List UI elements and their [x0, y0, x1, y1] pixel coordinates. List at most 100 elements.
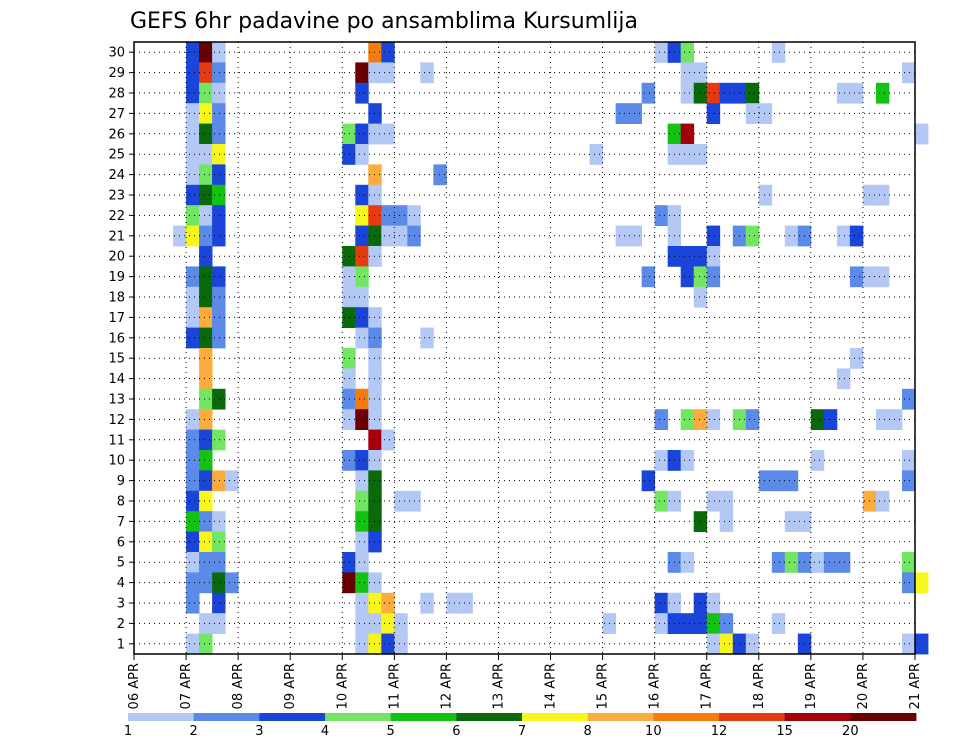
heatmap-cell: [199, 225, 213, 247]
heatmap-cell: [875, 266, 890, 288]
heatmap-cell: [199, 164, 213, 186]
heatmap-cell: [212, 205, 226, 226]
heatmap-cell: [693, 246, 708, 267]
heatmap-cell: [186, 327, 200, 349]
heatmap-cell: [199, 633, 213, 655]
heatmap-cell: [355, 388, 369, 410]
x-tick-label: 06 APR: [127, 663, 142, 709]
heatmap-cell: [680, 246, 695, 267]
heatmap-cell: [212, 164, 226, 186]
heatmap-cell: [901, 470, 916, 492]
heatmap-cell: [212, 572, 226, 594]
heatmap-cell: [875, 490, 890, 512]
heatmap-cell: [342, 552, 356, 573]
heatmap-cell: [368, 205, 382, 226]
heatmap-cell: [693, 409, 708, 430]
heatmap-cell: [784, 225, 799, 247]
heatmap-cell: [212, 225, 226, 247]
heatmap-cell: [199, 123, 213, 145]
heatmap-cell: [212, 103, 226, 124]
heatmap-cell: [758, 103, 773, 124]
y-tick-label: 11: [108, 433, 125, 448]
heatmap-cell: [875, 82, 890, 104]
x-tick-label: 21 APR: [908, 663, 923, 709]
heatmap-cell: [706, 266, 721, 288]
heatmap-cell: [693, 82, 708, 104]
heatmap-cell: [342, 409, 356, 430]
colorbar-label: 1: [124, 724, 132, 739]
x-tick-label: 11 APR: [387, 663, 402, 709]
x-tick-label: 10 APR: [335, 663, 350, 709]
y-axis: 1234567891011121314151617181920212223242…: [108, 46, 134, 652]
heatmap-cell: [342, 450, 356, 471]
heatmap-cell: [368, 429, 382, 451]
x-tick-label: 14 APR: [544, 663, 559, 709]
colorbar-segment: [587, 713, 654, 721]
heatmap-cell: [693, 266, 708, 288]
heatmap-cell: [186, 511, 200, 532]
heatmap-cell: [901, 388, 916, 410]
heatmap-cell: [784, 552, 799, 573]
heatmap-cell: [368, 164, 382, 186]
colorbar-label: 7: [518, 724, 526, 739]
x-tick-label: 18 APR: [752, 663, 767, 709]
heatmap-cell: [186, 429, 200, 451]
y-tick-label: 12: [108, 413, 125, 428]
y-tick-label: 10: [108, 454, 125, 469]
colorbar-segment: [193, 713, 260, 721]
heatmap-cell: [368, 572, 382, 594]
heatmap-cell: [706, 82, 721, 104]
heatmap-cell: [836, 368, 851, 390]
heatmap-cell: [849, 266, 864, 288]
heatmap-cell: [745, 103, 760, 124]
heatmap-cell: [355, 307, 369, 328]
heatmap-cell: [420, 327, 434, 349]
x-tick-label: 07 APR: [179, 663, 194, 709]
heatmap-cell: [212, 144, 226, 165]
heatmap-cell: [719, 82, 734, 104]
heatmap-cell: [212, 82, 226, 104]
heatmap-cell: [355, 62, 369, 84]
heatmap-cell: [836, 225, 851, 247]
y-tick-label: 16: [108, 331, 125, 346]
heatmap-cell: [680, 62, 695, 84]
heatmap-cell: [212, 62, 226, 84]
heatmap-cell: [199, 511, 213, 532]
heatmap-cell: [186, 450, 200, 471]
heatmap-cell: [212, 592, 226, 614]
heatmap-cell: [368, 450, 382, 471]
heatmap-cell: [394, 633, 408, 655]
heatmap-cell: [368, 613, 382, 634]
heatmap-cell: [368, 103, 382, 124]
heatmap-cell: [212, 286, 226, 308]
x-tick-label: 19 APR: [804, 663, 819, 709]
heatmap-cell: [420, 62, 434, 84]
heatmap-cell: [654, 613, 669, 634]
heatmap-cell: [745, 633, 760, 655]
y-tick-label: 20: [108, 250, 125, 265]
heatmap-cell: [901, 62, 916, 84]
heatmap-cell: [784, 470, 799, 492]
heatmap-cell: [680, 552, 695, 573]
heatmap-cell: [186, 144, 200, 165]
heatmap-cell: [381, 429, 395, 451]
heatmap-cell: [888, 409, 903, 430]
y-tick-label: 22: [108, 209, 125, 224]
colorbar-segment: [522, 713, 589, 721]
heatmap-cell: [355, 633, 369, 655]
heatmap-cell: [446, 592, 460, 614]
heatmap-cell: [901, 633, 916, 655]
heatmap-cell: [680, 409, 695, 430]
heatmap-cell: [355, 286, 369, 308]
heatmap-cell: [186, 82, 200, 104]
heatmap-cell: [368, 348, 382, 369]
heatmap-cell: [186, 266, 200, 288]
heatmap-cell: [199, 184, 213, 206]
heatmap-cell: [641, 266, 656, 288]
heatmap-cell: [641, 82, 656, 104]
colorbar-label: 15: [776, 724, 793, 739]
heatmap-cell: [186, 572, 200, 594]
heatmap-cell: [771, 613, 786, 634]
heatmap-cell: [394, 613, 408, 634]
colorbar-label: 5: [387, 724, 395, 739]
